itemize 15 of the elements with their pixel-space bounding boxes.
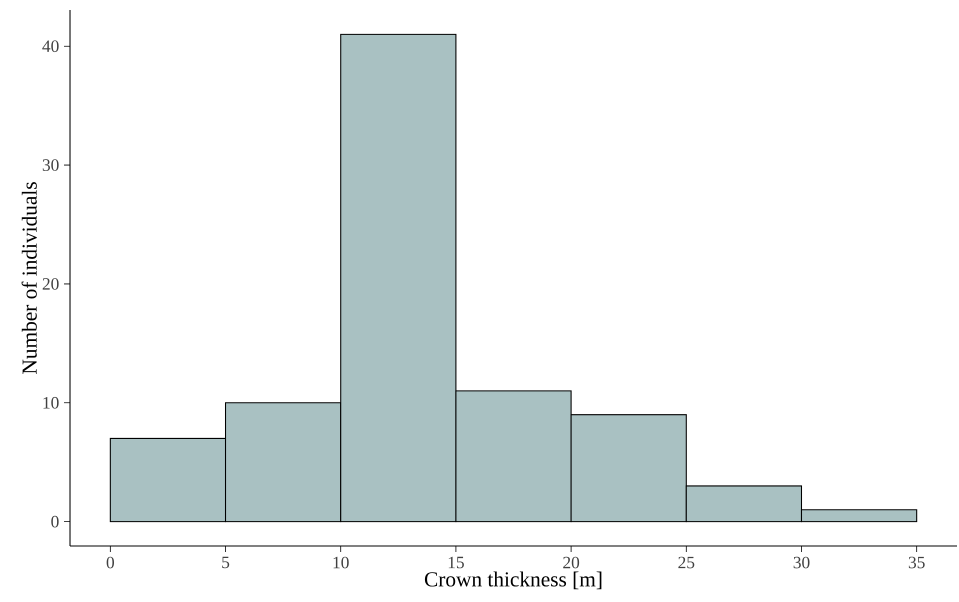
y-tick-label: 0 xyxy=(51,516,59,528)
y-tick-label: 10 xyxy=(43,396,59,409)
x-tick-label: 15 xyxy=(448,556,464,568)
x-tick-label: 25 xyxy=(678,556,694,568)
x-tick-label: 20 xyxy=(563,556,580,568)
y-tick-label: 20 xyxy=(42,278,59,290)
x-tick-label: 30 xyxy=(794,556,810,568)
y-tick-label: 30 xyxy=(42,159,59,171)
y-axis-title: Number of individuals xyxy=(22,182,37,374)
x-tick-label: 10 xyxy=(334,556,349,568)
x-tick-label: 0 xyxy=(106,556,114,568)
x-tick-label: 35 xyxy=(908,556,925,568)
x-tick-label: 5 xyxy=(222,556,230,568)
x-axis-title: Crown thickness [m] xyxy=(424,572,602,590)
y-tick-label: 40 xyxy=(42,40,59,52)
